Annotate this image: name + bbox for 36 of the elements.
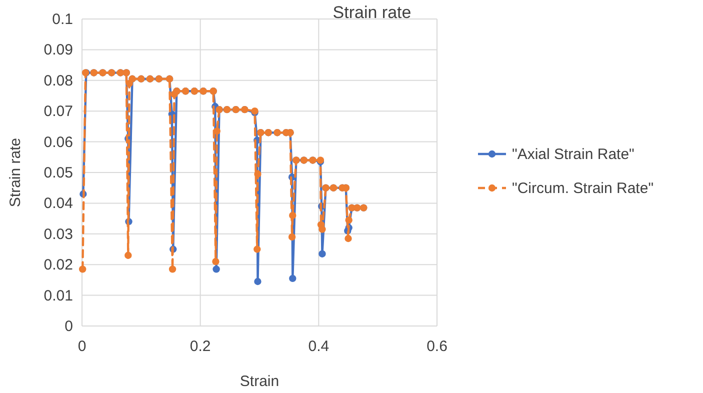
point	[213, 127, 220, 135]
point	[78, 266, 86, 273]
x-tick-label: 0.4	[308, 338, 330, 355]
point	[344, 234, 352, 242]
point	[289, 212, 296, 220]
x-tick-label: 0.6	[426, 338, 448, 355]
y-tick-label: 0	[64, 318, 73, 335]
point	[345, 216, 352, 224]
y-tick-label: 0.01	[44, 287, 73, 304]
legend-label: "Axial Strain Rate"	[512, 146, 634, 163]
y-tick-label: 0.03	[44, 226, 73, 243]
x-axis-title: Strain	[240, 373, 280, 390]
point	[254, 246, 261, 253]
y-tick-label: 0.04	[44, 195, 73, 212]
y-tick-label: 0.05	[44, 164, 73, 182]
point	[168, 266, 176, 273]
y-tick-label: 0.08	[44, 72, 73, 90]
y-tick-label: 0.1	[52, 11, 73, 28]
point	[212, 258, 220, 266]
y-tick-label: 0.06	[44, 134, 73, 151]
y-axis-title: Strain rate	[7, 138, 24, 208]
x-tick-label: 0	[78, 338, 86, 355]
point	[254, 170, 262, 178]
legend-label: "Circum. Strain Rate"	[512, 180, 654, 197]
point	[124, 252, 132, 259]
point	[288, 233, 296, 241]
point	[318, 226, 326, 233]
point	[289, 274, 296, 282]
y-tick-label: 0.07	[44, 103, 73, 120]
x-tick-label: 0.2	[190, 338, 211, 355]
y-tick-label: 0.02	[44, 256, 73, 274]
chart-title: Strain rate	[332, 3, 412, 22]
point	[212, 266, 220, 273]
point	[254, 278, 262, 286]
y-tick-label: 0.09	[44, 42, 73, 59]
point	[318, 250, 326, 258]
